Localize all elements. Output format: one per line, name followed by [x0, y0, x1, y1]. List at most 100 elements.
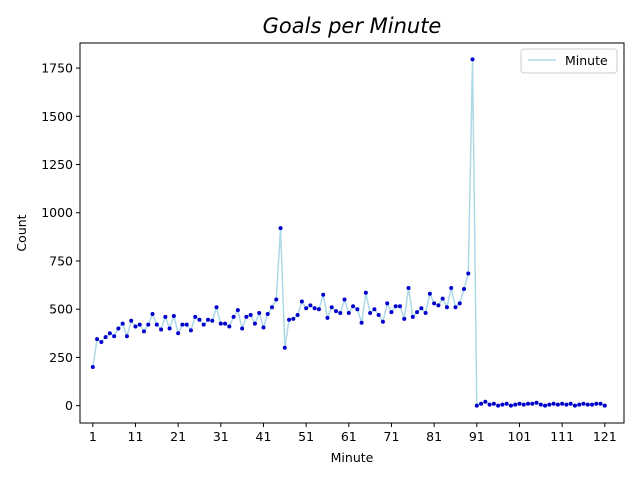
data-point	[487, 402, 492, 407]
data-point	[120, 321, 125, 326]
data-point	[564, 402, 569, 407]
data-point	[585, 402, 590, 407]
y-tick-label: 500	[49, 302, 73, 317]
data-point	[287, 317, 292, 322]
data-point	[223, 321, 228, 326]
data-point	[457, 301, 462, 306]
x-axis: 1 11 21 31 41 51 61 71 81 91 101 111 121	[89, 423, 617, 444]
data-point	[363, 290, 368, 295]
data-point	[504, 401, 509, 406]
data-point	[188, 328, 193, 333]
data-point	[312, 306, 317, 311]
data-point	[180, 322, 185, 327]
data-point	[146, 322, 151, 327]
data-point	[402, 316, 407, 321]
data-point	[491, 401, 496, 406]
x-axis-title: Minute	[331, 450, 374, 465]
data-point	[329, 305, 334, 310]
data-point	[543, 403, 548, 408]
x-tick-label: 31	[213, 429, 229, 444]
data-point	[308, 303, 313, 308]
data-point	[602, 403, 607, 408]
data-point	[184, 322, 189, 327]
y-tick-label: 750	[49, 253, 73, 268]
data-point	[372, 307, 377, 312]
x-tick-label: 101	[508, 429, 532, 444]
data-point	[389, 310, 394, 315]
x-tick-label: 21	[170, 429, 186, 444]
chart-title: Goals per Minute	[263, 14, 442, 38]
data-point	[513, 402, 518, 407]
data-point	[129, 318, 134, 323]
data-point	[551, 401, 556, 406]
data-point	[577, 402, 582, 407]
data-point	[453, 305, 458, 310]
y-tick-label: 1500	[41, 109, 73, 124]
data-point	[449, 285, 454, 290]
data-point	[393, 304, 398, 309]
data-point	[176, 331, 181, 336]
data-point	[282, 345, 287, 350]
data-point	[116, 326, 121, 331]
data-point	[159, 327, 164, 332]
data-point	[590, 402, 594, 407]
data-point	[444, 305, 449, 310]
x-tick-label: 91	[469, 429, 485, 444]
data-point	[210, 318, 215, 323]
data-point	[581, 401, 586, 406]
data-point	[470, 57, 475, 62]
series-layer	[90, 57, 607, 408]
data-point	[218, 321, 223, 326]
data-point	[474, 403, 479, 408]
y-tick-label: 0	[65, 398, 73, 413]
data-point	[240, 326, 245, 331]
data-point	[466, 271, 471, 276]
data-point	[150, 312, 155, 317]
data-point	[133, 324, 138, 329]
data-point	[291, 316, 296, 321]
legend-label: Minute	[565, 53, 608, 68]
data-point	[227, 324, 232, 329]
data-point	[380, 319, 385, 324]
data-point	[103, 335, 108, 340]
data-point	[517, 401, 522, 406]
data-point	[555, 402, 560, 407]
data-point	[376, 312, 381, 317]
data-point	[124, 334, 129, 339]
data-point	[496, 403, 501, 408]
data-point	[261, 325, 266, 330]
data-point	[338, 311, 343, 316]
data-point	[462, 286, 466, 291]
x-tick-label: 71	[384, 429, 400, 444]
data-point	[346, 311, 351, 316]
data-point	[526, 401, 530, 406]
data-point	[270, 305, 274, 310]
data-point	[171, 313, 176, 318]
data-point	[436, 303, 441, 308]
data-point	[248, 312, 253, 317]
data-point	[598, 401, 603, 406]
data-point	[231, 314, 236, 319]
data-point	[137, 322, 142, 327]
data-point	[423, 311, 428, 316]
x-tick-label: 1	[89, 429, 97, 444]
data-point	[547, 402, 552, 407]
data-point	[479, 401, 484, 406]
data-point	[95, 337, 100, 342]
plot-frame	[79, 42, 625, 424]
data-point	[359, 320, 364, 325]
data-point	[206, 317, 210, 322]
data-point	[235, 308, 240, 313]
x-tick-label: 41	[256, 429, 272, 444]
data-point	[163, 314, 168, 319]
x-tick-label: 111	[550, 429, 574, 444]
data-point	[278, 226, 283, 231]
data-point	[351, 304, 356, 309]
data-point	[154, 322, 159, 327]
data-point	[265, 312, 270, 317]
data-point	[142, 329, 146, 334]
y-tick-label: 250	[49, 350, 73, 365]
data-point	[534, 400, 539, 405]
data-point	[193, 314, 198, 319]
